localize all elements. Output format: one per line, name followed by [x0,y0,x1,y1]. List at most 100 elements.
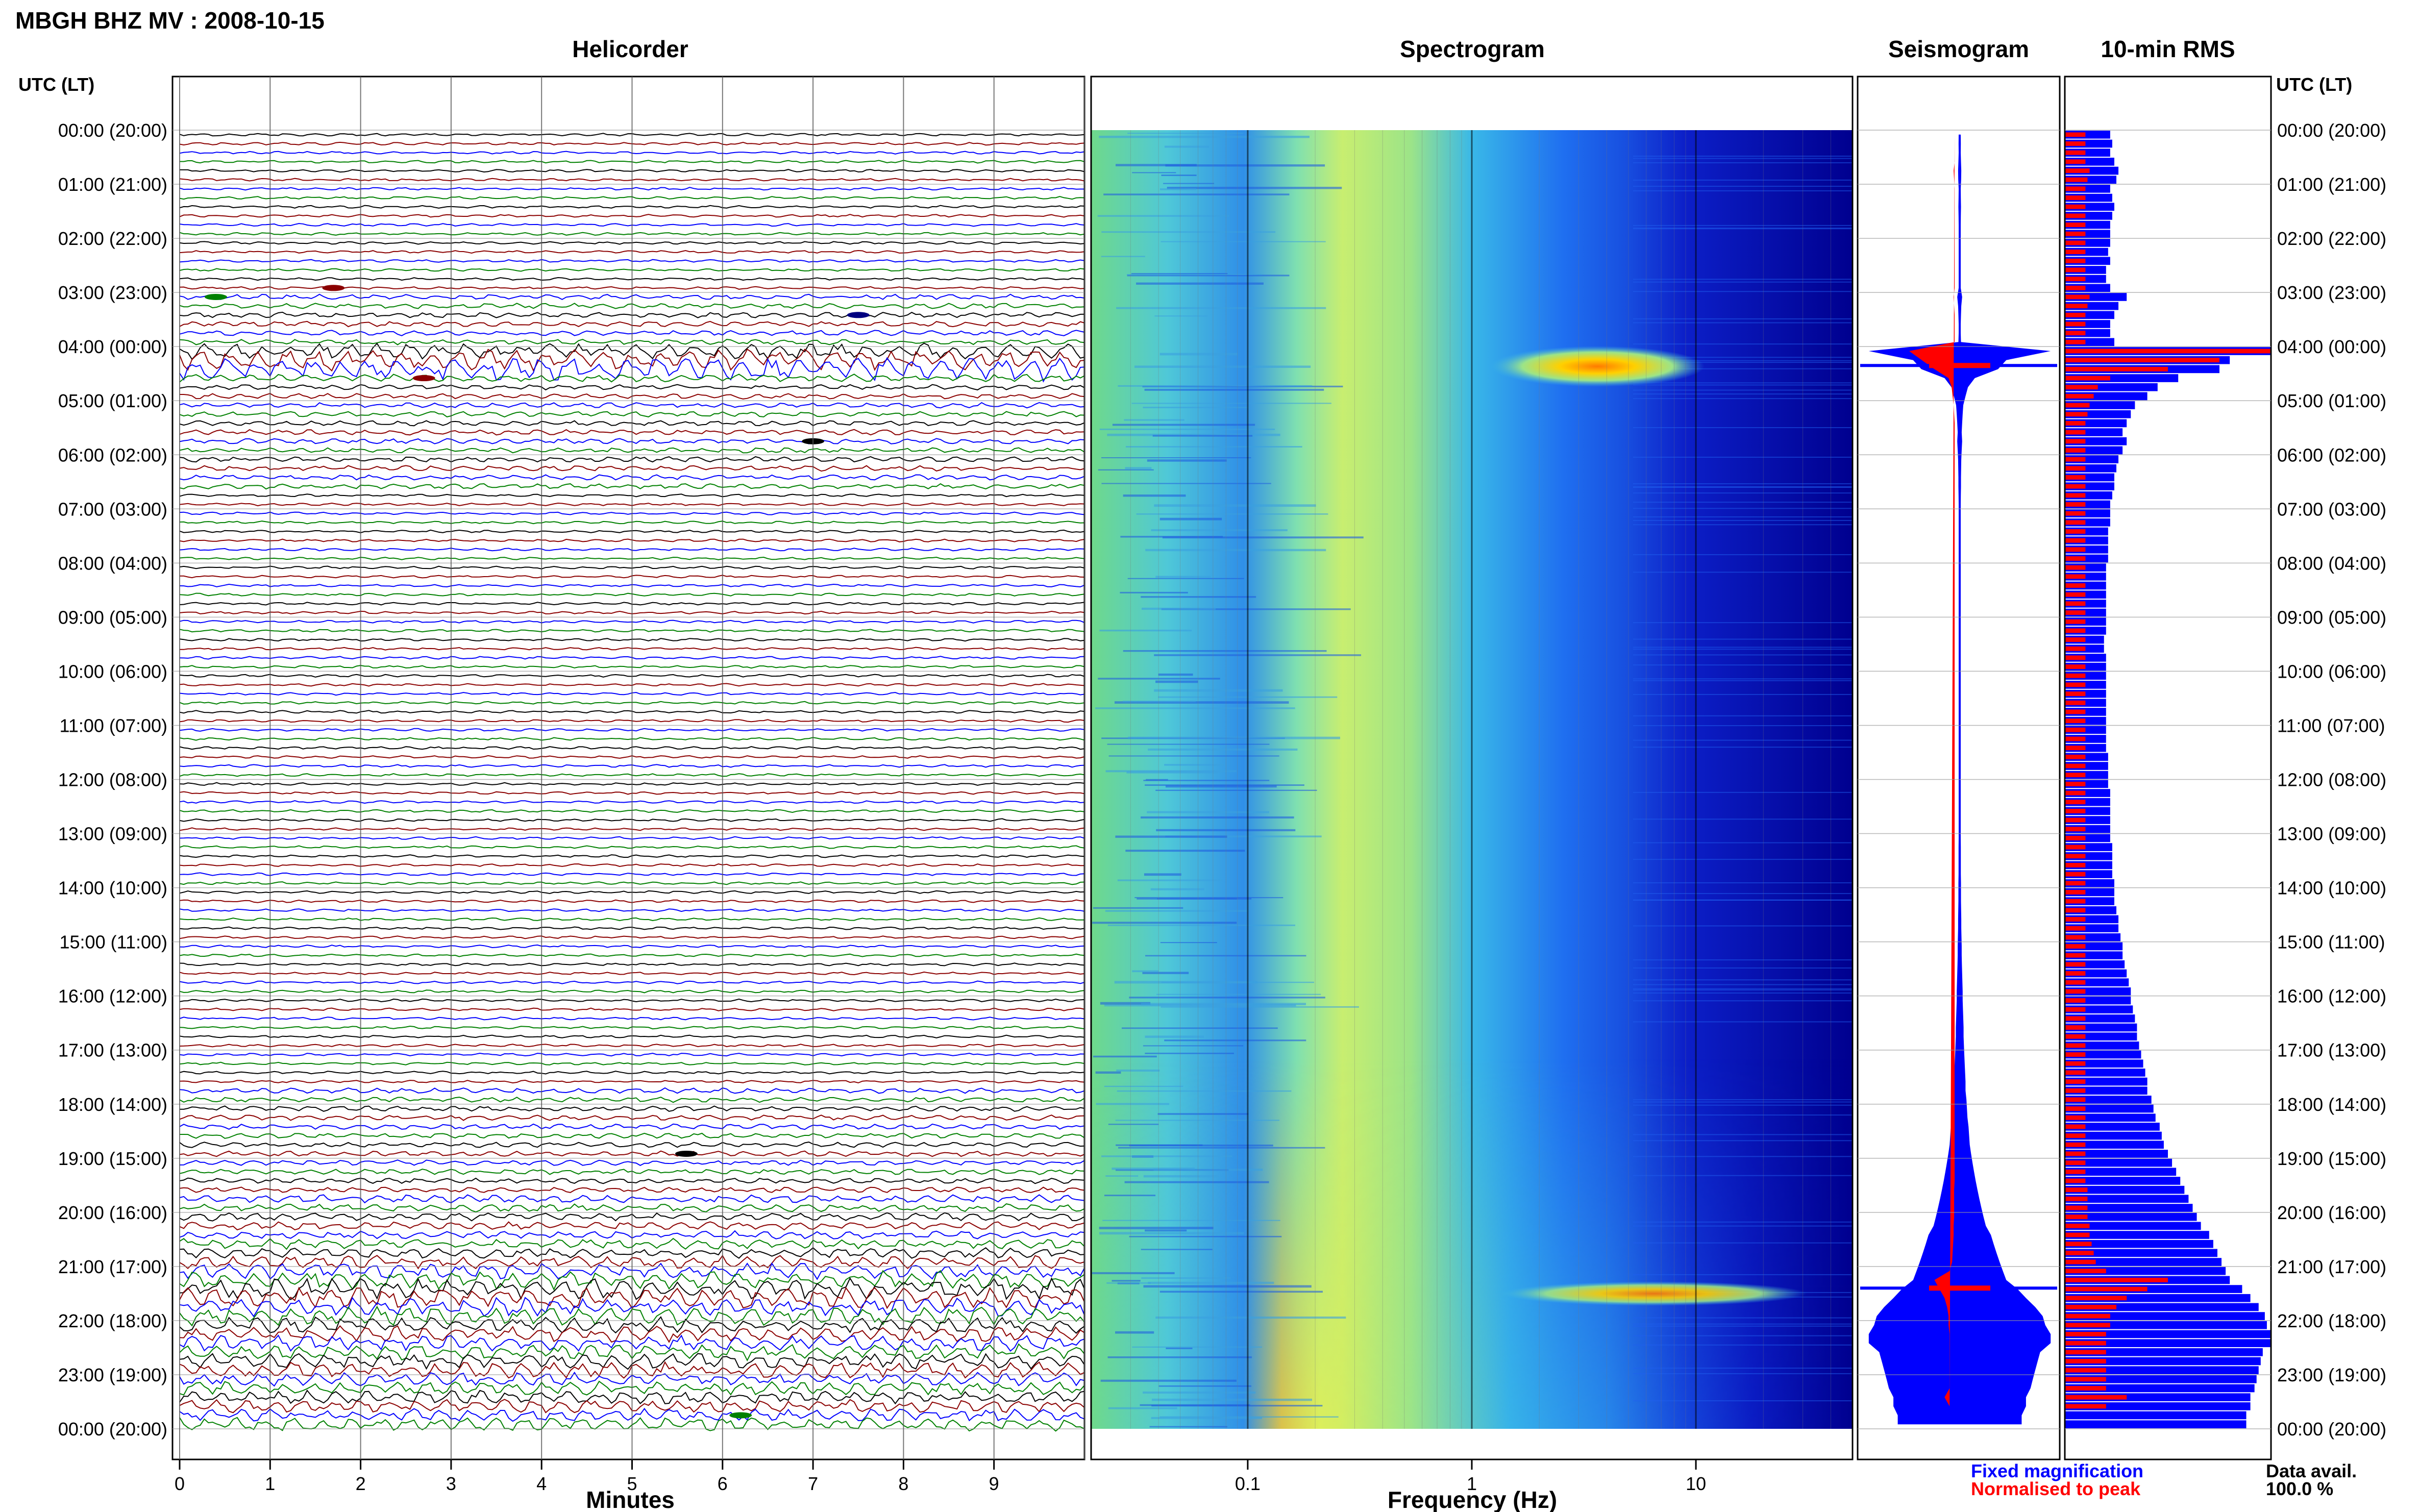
spectrogram-streak [1633,1101,1853,1103]
spectrogram-streak [1100,1002,1151,1005]
spectrogram-streak [1633,492,1853,494]
hour-label-right: 10:00 (06:00) [2277,661,2386,682]
rms-bar-normalised [2065,285,2086,290]
data-availability-label: Data avail. [2266,1460,2357,1481]
spectrogram-streak [1131,403,1331,404]
spectrogram-streak [1112,1280,1141,1282]
spectrogram-streak [1633,859,1853,860]
rms-bar-normalised [2065,727,2086,732]
spectrogram-event-0400 [1490,346,1705,387]
rms-bar-normalised [2065,1034,2086,1039]
spectrogram-streak [1633,486,1853,488]
spectrogram-streak [1108,755,1279,757]
rms-bar-normalised [2065,1097,2086,1102]
spectrogram-streak [1102,1220,1280,1221]
spectrogram-streak [1633,1175,1853,1176]
spectrogram-streak [1145,549,1326,552]
spectrogram-streak [1099,1227,1214,1229]
rms-bar-normalised [2065,511,2086,516]
panel-frame [2064,76,2272,1460]
spectrogram-streak [1165,835,1322,837]
rms-bar-fixed [2065,1131,2162,1140]
rms-bar-normalised [2065,393,2094,399]
spectrogram-streak [1633,989,1853,990]
spectrogram-streak [1095,1071,1121,1074]
rms-title: 10-min RMS [2101,36,2235,62]
spectrogram-streak [1633,318,1853,319]
rms-bar-normalised [2065,294,2090,300]
rms-bar-normalised [2065,195,2086,200]
spectrogram-streak [1099,428,1275,430]
spectrogram-streak [1154,689,1283,692]
rms-bar-normalised [2065,682,2086,687]
hour-label-right: 22:00 (18:00) [2277,1310,2386,1331]
spectrogram-streak [1633,483,1853,484]
helicorder-xtick-label: 2 [356,1473,366,1494]
spectrogram-streak [1112,424,1255,426]
spectrogram-streak [1151,1417,1263,1419]
rms-bar-normalised [2065,944,2086,949]
rms-bar-fixed [2065,1357,2261,1366]
rms-bar-normalised [2065,808,2086,813]
spectrogram-streak [1151,529,1288,531]
rms-bar-normalised [2065,1350,2106,1355]
spectrogram-streak [1118,385,1313,387]
spectrogram-streak [1143,1391,1256,1394]
spectrogram-streak [1131,273,1228,275]
spectrogram-streak [1097,215,1229,217]
spectrogram-streak [1156,994,1321,995]
rms-bar-normalised [2065,1133,2086,1138]
spectrogram-streak [1633,1000,1853,1002]
rms-bar-fixed [2065,1384,2255,1393]
helicorder-xtick-label: 8 [898,1473,908,1494]
spectrogram-streak [1633,1114,1853,1116]
axis-ticks: 0 1 2 3 4 5 6 7 8 9 0.1 1 10 [175,1459,1706,1494]
spectrogram-xtick-label: 0.1 [1235,1473,1261,1494]
helicorder-xtick-label: 9 [989,1473,999,1494]
rms-bar-normalised [2065,1277,2168,1282]
spectrogram-streak [1633,1156,1853,1157]
helicorder-xtick-label: 5 [627,1473,637,1494]
rms-bar-normalised [2065,989,2086,994]
spectrogram-streak [1098,678,1220,680]
rms-bar-normalised [2065,574,2086,579]
rms-bar-normalised [2065,466,2086,471]
rms-bar-normalised [2065,358,2219,363]
rms-bar-normalised [2065,475,2086,480]
spectrogram-streak [1633,362,1853,363]
rms-bar-normalised [2065,132,2086,137]
spectrogram-streak [1633,1221,1853,1223]
spectrogram-streak [1140,1404,1250,1406]
rms-bar-normalised [2065,1359,2106,1364]
rms-bar-normalised [2065,1079,2086,1084]
spectrogram-streak [1127,578,1244,579]
hour-label-right: 06:00 (02:00) [2277,444,2386,465]
spectrogram-streak [1162,536,1364,539]
spectrogram-streak [1163,183,1215,184]
spectrogram-streak [1633,1134,1853,1135]
spectrogram-streak [1154,504,1316,507]
rms-bar-normalised [2065,592,2086,597]
rms-bar-normalised [2065,321,2086,327]
spectrogram-streak [1149,1426,1227,1428]
spectrogram-streak [1633,368,1853,369]
spectrogram-streak [1105,1175,1139,1177]
rms-bar-normalised [2065,250,2086,255]
spectrogram-streak [1120,591,1188,593]
spectrogram-streak [1633,899,1853,901]
spectrogram-streak [1160,942,1217,944]
hour-label-left: 12:00 (08:00) [58,770,167,790]
spectrogram-streak [1115,1120,1279,1121]
spectrogram-streak [1143,1285,1312,1288]
rms-bar-normalised [2065,240,2086,245]
rms-bar-normalised [2065,1151,2086,1156]
rms-bar-normalised [2065,1124,2086,1129]
spectrogram-streak [1633,502,1853,503]
spectrogram-streak [1161,175,1197,176]
rms-bar-fixed [2065,1150,2168,1158]
spectrogram-streak [1633,882,1853,883]
spectrogram-streak [1633,486,1853,487]
spectrogram-streak [1633,343,1853,345]
rms-bar-normalised [2065,1332,2106,1336]
spectrogram-streak [1108,1124,1159,1125]
